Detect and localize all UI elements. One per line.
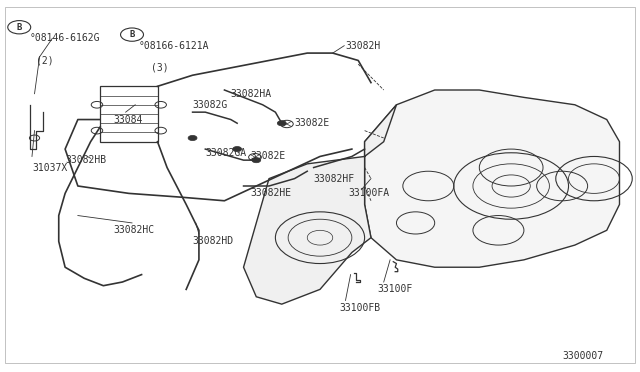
Text: 33082H: 33082H [346,41,381,51]
Text: °08166-6121A: °08166-6121A [138,41,209,51]
Text: B: B [129,30,134,39]
Text: 33100F: 33100F [378,284,413,294]
Text: 33082GA: 33082GA [205,148,246,158]
PathPatch shape [244,105,396,304]
Circle shape [188,135,197,141]
Text: 33082HE: 33082HE [250,188,291,198]
Text: 33100FB: 33100FB [339,303,380,313]
Text: (2): (2) [36,55,54,65]
Text: 33082HB: 33082HB [65,155,106,165]
Circle shape [252,158,260,163]
Text: 33082G: 33082G [193,100,228,110]
Text: B: B [17,23,22,32]
Text: (3): (3) [151,63,169,73]
Circle shape [277,121,286,126]
Circle shape [233,147,242,152]
Text: 33082HA: 33082HA [231,89,272,99]
Text: 33082HD: 33082HD [193,236,234,246]
Text: 3300007: 3300007 [562,351,604,361]
Text: 33084: 33084 [113,115,142,125]
Text: 33100FA: 33100FA [349,188,390,198]
Text: 33082E: 33082E [250,151,285,161]
Text: °08146-6162G: °08146-6162G [30,33,100,43]
Text: 33082E: 33082E [294,118,330,128]
Text: 33082HF: 33082HF [314,174,355,184]
Bar [100,86,157,142]
PathPatch shape [365,90,620,267]
Text: 33082HC: 33082HC [113,225,154,235]
Text: 31037X: 31037X [32,163,67,173]
